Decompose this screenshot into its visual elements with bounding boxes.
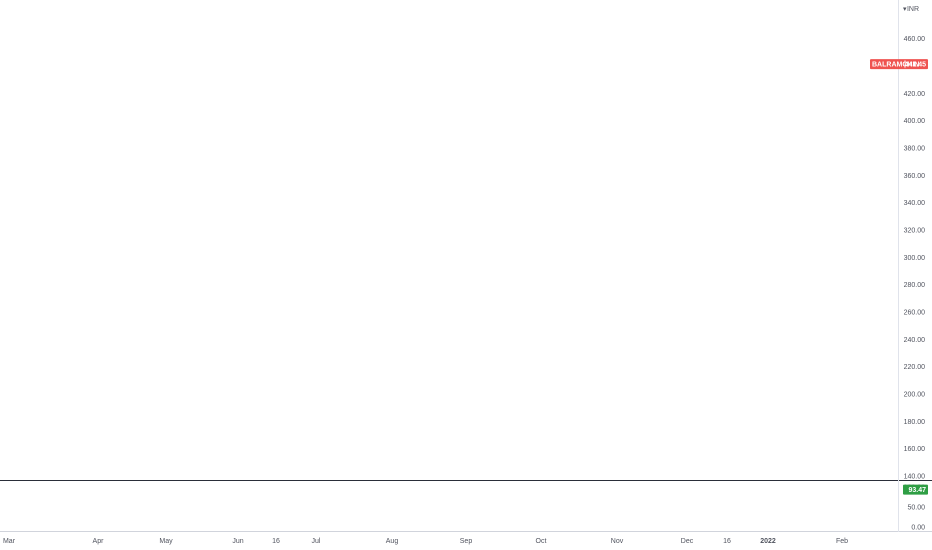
price-tag-bg [870,59,928,70]
osc-y-tick-label: 0.00 [911,525,925,532]
symbol-label: BALRAMCHIN [872,62,919,69]
y-tick-label: 320.00 [904,228,926,235]
scale-toggle-icon: ▾ [903,6,907,13]
y-tick-label: 240.00 [904,337,926,344]
x-tick-label: 16 [723,538,731,545]
x-tick-label: 2022 [760,538,776,545]
last-price-label: 441.45 [905,62,927,69]
osc-value-label: 93.47 [908,487,926,494]
y-tick-label: 460.00 [904,36,926,43]
y-tick-label: 200.00 [904,392,926,399]
y-tick-label: 380.00 [904,146,926,153]
y-tick-label: 140.00 [904,474,926,481]
x-tick-label: Feb [836,538,848,545]
y-tick-label: 260.00 [904,310,926,317]
osc-value-badge [903,484,928,495]
y-tick-label: 400.00 [904,118,926,125]
x-tick-label: Sep [460,538,473,545]
y-tick-label: 280.00 [904,282,926,289]
osc-y-tick-label: 50.00 [907,505,925,512]
x-tick-label: Dec [681,538,694,545]
currency-label: INR [907,6,919,13]
x-tick-label: Apr [93,538,105,545]
y-tick-label: 220.00 [904,364,926,371]
x-tick-label: 16 [272,538,280,545]
x-tick-label: Oct [536,538,547,545]
x-tick-label: Jun [232,538,243,545]
y-tick-label: 420.00 [904,91,926,98]
y-tick-label: 340.00 [904,200,926,207]
y-tick-label: 160.00 [904,446,926,453]
x-tick-label: Nov [611,538,624,545]
y-tick-label: 360.00 [904,173,926,180]
x-tick-label: Jul [312,538,321,545]
x-tick-label: Aug [386,538,399,545]
y-tick-label: 180.00 [904,419,926,426]
x-tick-label: May [159,538,173,545]
x-tick-label: Mar [3,538,16,545]
y-tick-label: 300.00 [904,255,926,262]
